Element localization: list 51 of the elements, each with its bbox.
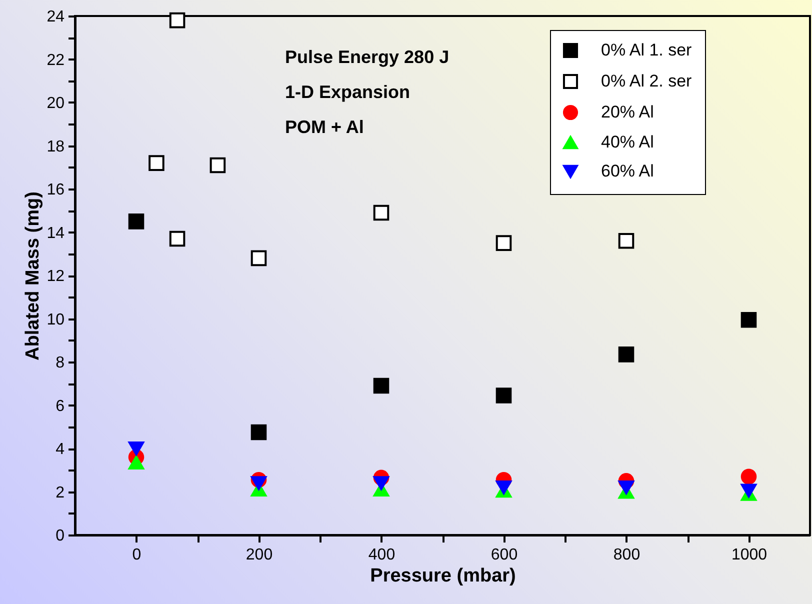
point bbox=[496, 235, 512, 251]
point bbox=[169, 230, 186, 247]
annotation: 1-D Expansion bbox=[285, 82, 410, 102]
point bbox=[128, 456, 144, 470]
point bbox=[169, 12, 186, 28]
legend-label: 0% Al 1. ser bbox=[601, 40, 692, 60]
point bbox=[373, 476, 390, 490]
legend-label: 60% Al bbox=[601, 162, 654, 180]
x-tick-label: 600 bbox=[490, 546, 518, 564]
legend-label: 40% Al bbox=[601, 132, 654, 152]
y-tick-label: 20 bbox=[46, 95, 65, 112]
point bbox=[250, 476, 267, 490]
point bbox=[373, 204, 390, 221]
point bbox=[210, 157, 226, 174]
point bbox=[128, 442, 144, 456]
point bbox=[148, 155, 164, 171]
legend-label: 20% Al bbox=[601, 102, 654, 122]
x-tick-label: 200 bbox=[246, 546, 273, 564]
x-axis-title: Pressure (mbar) bbox=[370, 566, 516, 586]
y-tick-label: 24 bbox=[46, 8, 65, 26]
y-tick-label: 18 bbox=[46, 138, 65, 156]
y-tick-label: 22 bbox=[46, 52, 65, 69]
y-tick-label: 14 bbox=[46, 224, 65, 242]
point bbox=[618, 233, 634, 249]
y-tick-label: 2 bbox=[56, 484, 65, 502]
x-tick-label: 0 bbox=[132, 546, 142, 564]
point bbox=[250, 250, 267, 266]
point bbox=[496, 388, 512, 404]
y-tick-label: 12 bbox=[46, 268, 65, 285]
annotation: POM + Al bbox=[285, 117, 364, 137]
x-tick-label: 800 bbox=[613, 546, 640, 564]
point bbox=[250, 424, 267, 440]
y-tick-label: 10 bbox=[46, 311, 65, 328]
y-tick-label: 0 bbox=[56, 528, 65, 544]
point bbox=[618, 480, 634, 494]
point bbox=[373, 378, 390, 394]
y-axis-title: Ablated Mass (mg) bbox=[22, 192, 44, 360]
y-tick-label: 8 bbox=[56, 354, 65, 372]
y-tick-label: 16 bbox=[46, 182, 65, 198]
point bbox=[740, 312, 757, 328]
legend-label: 0% Al 2. ser bbox=[601, 72, 692, 90]
point bbox=[496, 480, 512, 494]
x-tick-label: 400 bbox=[368, 546, 396, 564]
y-tick-label: 4 bbox=[56, 441, 65, 458]
point bbox=[740, 484, 757, 498]
x-tick-label: 1000 bbox=[731, 546, 768, 564]
point bbox=[740, 468, 757, 484]
annotation: Pulse Energy 280 J bbox=[285, 47, 450, 67]
y-tick-label: 6 bbox=[56, 398, 65, 415]
point bbox=[128, 214, 144, 230]
point bbox=[618, 346, 634, 362]
